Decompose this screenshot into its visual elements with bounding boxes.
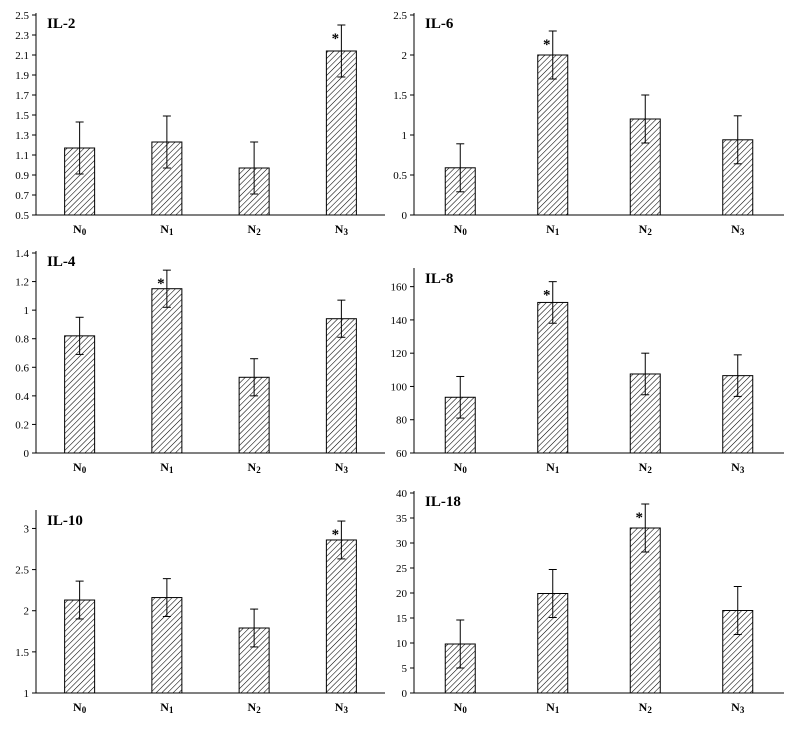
x-category-label: N2 xyxy=(248,222,262,237)
x-category-label: N0 xyxy=(454,222,468,237)
y-tick-label: 1 xyxy=(24,688,30,700)
x-category-label: N2 xyxy=(639,700,653,715)
y-tick-label: 5 xyxy=(402,663,408,675)
chart-panel-il-8: IL-8 60 80 100 120 140 160 N0 * N1 N2 N3 xyxy=(391,268,784,475)
x-category-label: N1 xyxy=(546,700,560,715)
x-category-label: N1 xyxy=(160,460,174,475)
significance-marker: * xyxy=(332,527,340,543)
panel-title: IL-6 xyxy=(425,16,454,32)
significance-marker: * xyxy=(636,510,644,526)
bar xyxy=(325,539,357,694)
y-tick-label: 2.5 xyxy=(393,10,407,22)
chart-panel-il-2: IL-2 0.5 0.7 0.9 1.1 1.3 1.5 1.7 1.9 2.1 2.3 2.5 N0 N… xyxy=(15,10,385,237)
y-tick-label: 1.4 xyxy=(15,248,29,260)
y-tick-label: 0.9 xyxy=(15,170,29,182)
panel-title: IL-2 xyxy=(47,16,75,32)
chart-panel-il-6: IL-6 0 0.5 1 1.5 2 2.5 N0 * N1 N2 N3 xyxy=(393,10,784,237)
x-category-label: N2 xyxy=(639,460,653,475)
x-category-label: N1 xyxy=(160,222,174,237)
x-category-label: N2 xyxy=(248,460,262,475)
x-category-label: N2 xyxy=(639,222,653,237)
y-tick-label: 0.5 xyxy=(15,210,29,222)
y-tick-label: 0.4 xyxy=(15,391,29,403)
x-category-label: N0 xyxy=(73,222,87,237)
y-tick-label: 1.5 xyxy=(15,647,29,659)
y-tick-label: 0.5 xyxy=(393,170,407,182)
x-category-label: N3 xyxy=(731,460,745,475)
x-category-label: N3 xyxy=(731,700,745,715)
bar xyxy=(537,54,569,216)
y-tick-label: 80 xyxy=(396,415,408,427)
y-tick-label: 1.5 xyxy=(393,90,407,102)
y-tick-label: 0 xyxy=(24,448,30,460)
y-tick-label: 3 xyxy=(24,523,30,535)
y-tick-label: 140 xyxy=(391,315,408,327)
x-category-label: N3 xyxy=(335,700,349,715)
y-tick-label: 0.6 xyxy=(15,362,29,374)
bar xyxy=(629,527,661,694)
significance-marker: * xyxy=(543,37,551,53)
y-tick-label: 15 xyxy=(396,613,408,625)
panel-title: IL-10 xyxy=(47,513,83,529)
y-tick-label: 0.8 xyxy=(15,334,29,346)
x-category-label: N0 xyxy=(454,460,468,475)
significance-marker: * xyxy=(543,288,551,304)
y-tick-label: 1.7 xyxy=(15,90,29,102)
bar xyxy=(325,318,357,454)
x-category-label: N3 xyxy=(731,222,745,237)
y-tick-label: 25 xyxy=(396,563,408,575)
y-tick-label: 40 xyxy=(396,488,408,500)
x-category-label: N1 xyxy=(546,222,560,237)
y-tick-label: 100 xyxy=(391,381,408,393)
x-category-label: N1 xyxy=(546,460,560,475)
y-tick-label: 35 xyxy=(396,513,408,525)
y-tick-label: 2 xyxy=(24,606,30,618)
chart-panel-il-18: IL-18 0 5 10 15 20 25 30 35 40 N0 N1 * N2 N3 xyxy=(396,488,784,715)
y-tick-label: 2.3 xyxy=(15,30,29,42)
x-category-label: N0 xyxy=(73,460,87,475)
y-tick-label: 2.5 xyxy=(15,565,29,577)
y-tick-label: 1 xyxy=(24,305,30,317)
y-tick-label: 160 xyxy=(391,282,408,294)
significance-marker: * xyxy=(157,276,165,292)
y-tick-label: 2.5 xyxy=(15,10,29,22)
y-tick-label: 1.9 xyxy=(15,70,29,82)
y-tick-label: 60 xyxy=(396,448,408,460)
x-category-label: N3 xyxy=(335,460,349,475)
y-tick-label: 1.3 xyxy=(15,130,29,142)
y-tick-label: 30 xyxy=(396,538,408,550)
panel-title: IL-18 xyxy=(425,494,461,510)
bar xyxy=(537,301,569,454)
y-tick-label: 0.2 xyxy=(15,419,29,431)
x-category-label: N2 xyxy=(248,700,262,715)
y-tick-label: 1.5 xyxy=(15,110,29,122)
bar xyxy=(238,627,270,694)
x-category-label: N1 xyxy=(160,700,174,715)
chart-panel-il-4: IL-4 0 0.2 0.4 0.6 0.8 1 1.2 1.4 N0 * N1 N2 N3 xyxy=(15,248,385,475)
x-category-label: N0 xyxy=(73,700,87,715)
y-tick-label: 1.2 xyxy=(15,277,29,289)
x-category-label: N3 xyxy=(335,222,349,237)
panel-title: IL-8 xyxy=(425,271,453,287)
y-tick-label: 1.1 xyxy=(15,150,29,162)
y-tick-label: 20 xyxy=(396,588,408,600)
y-tick-label: 120 xyxy=(391,348,408,360)
y-tick-label: 2 xyxy=(402,50,408,62)
y-tick-label: 1 xyxy=(402,130,408,142)
y-tick-label: 0 xyxy=(402,688,408,700)
x-category-label: N0 xyxy=(454,700,468,715)
significance-marker: * xyxy=(332,31,340,47)
bar xyxy=(151,288,183,454)
y-tick-label: 0.7 xyxy=(15,190,29,202)
y-tick-label: 0 xyxy=(402,210,408,222)
y-tick-label: 2.1 xyxy=(15,50,29,62)
bar xyxy=(64,147,96,216)
chart-panel-il-10: IL-10 1 1.5 2 2.5 3 N0 N1 N2 * N3 xyxy=(15,510,385,715)
panel-title: IL-4 xyxy=(47,254,76,270)
y-tick-label: 10 xyxy=(396,638,408,650)
